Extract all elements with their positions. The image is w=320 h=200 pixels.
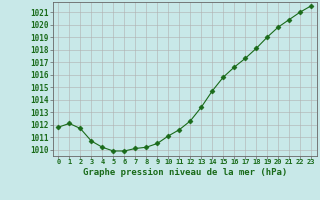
- X-axis label: Graphe pression niveau de la mer (hPa): Graphe pression niveau de la mer (hPa): [83, 168, 287, 177]
